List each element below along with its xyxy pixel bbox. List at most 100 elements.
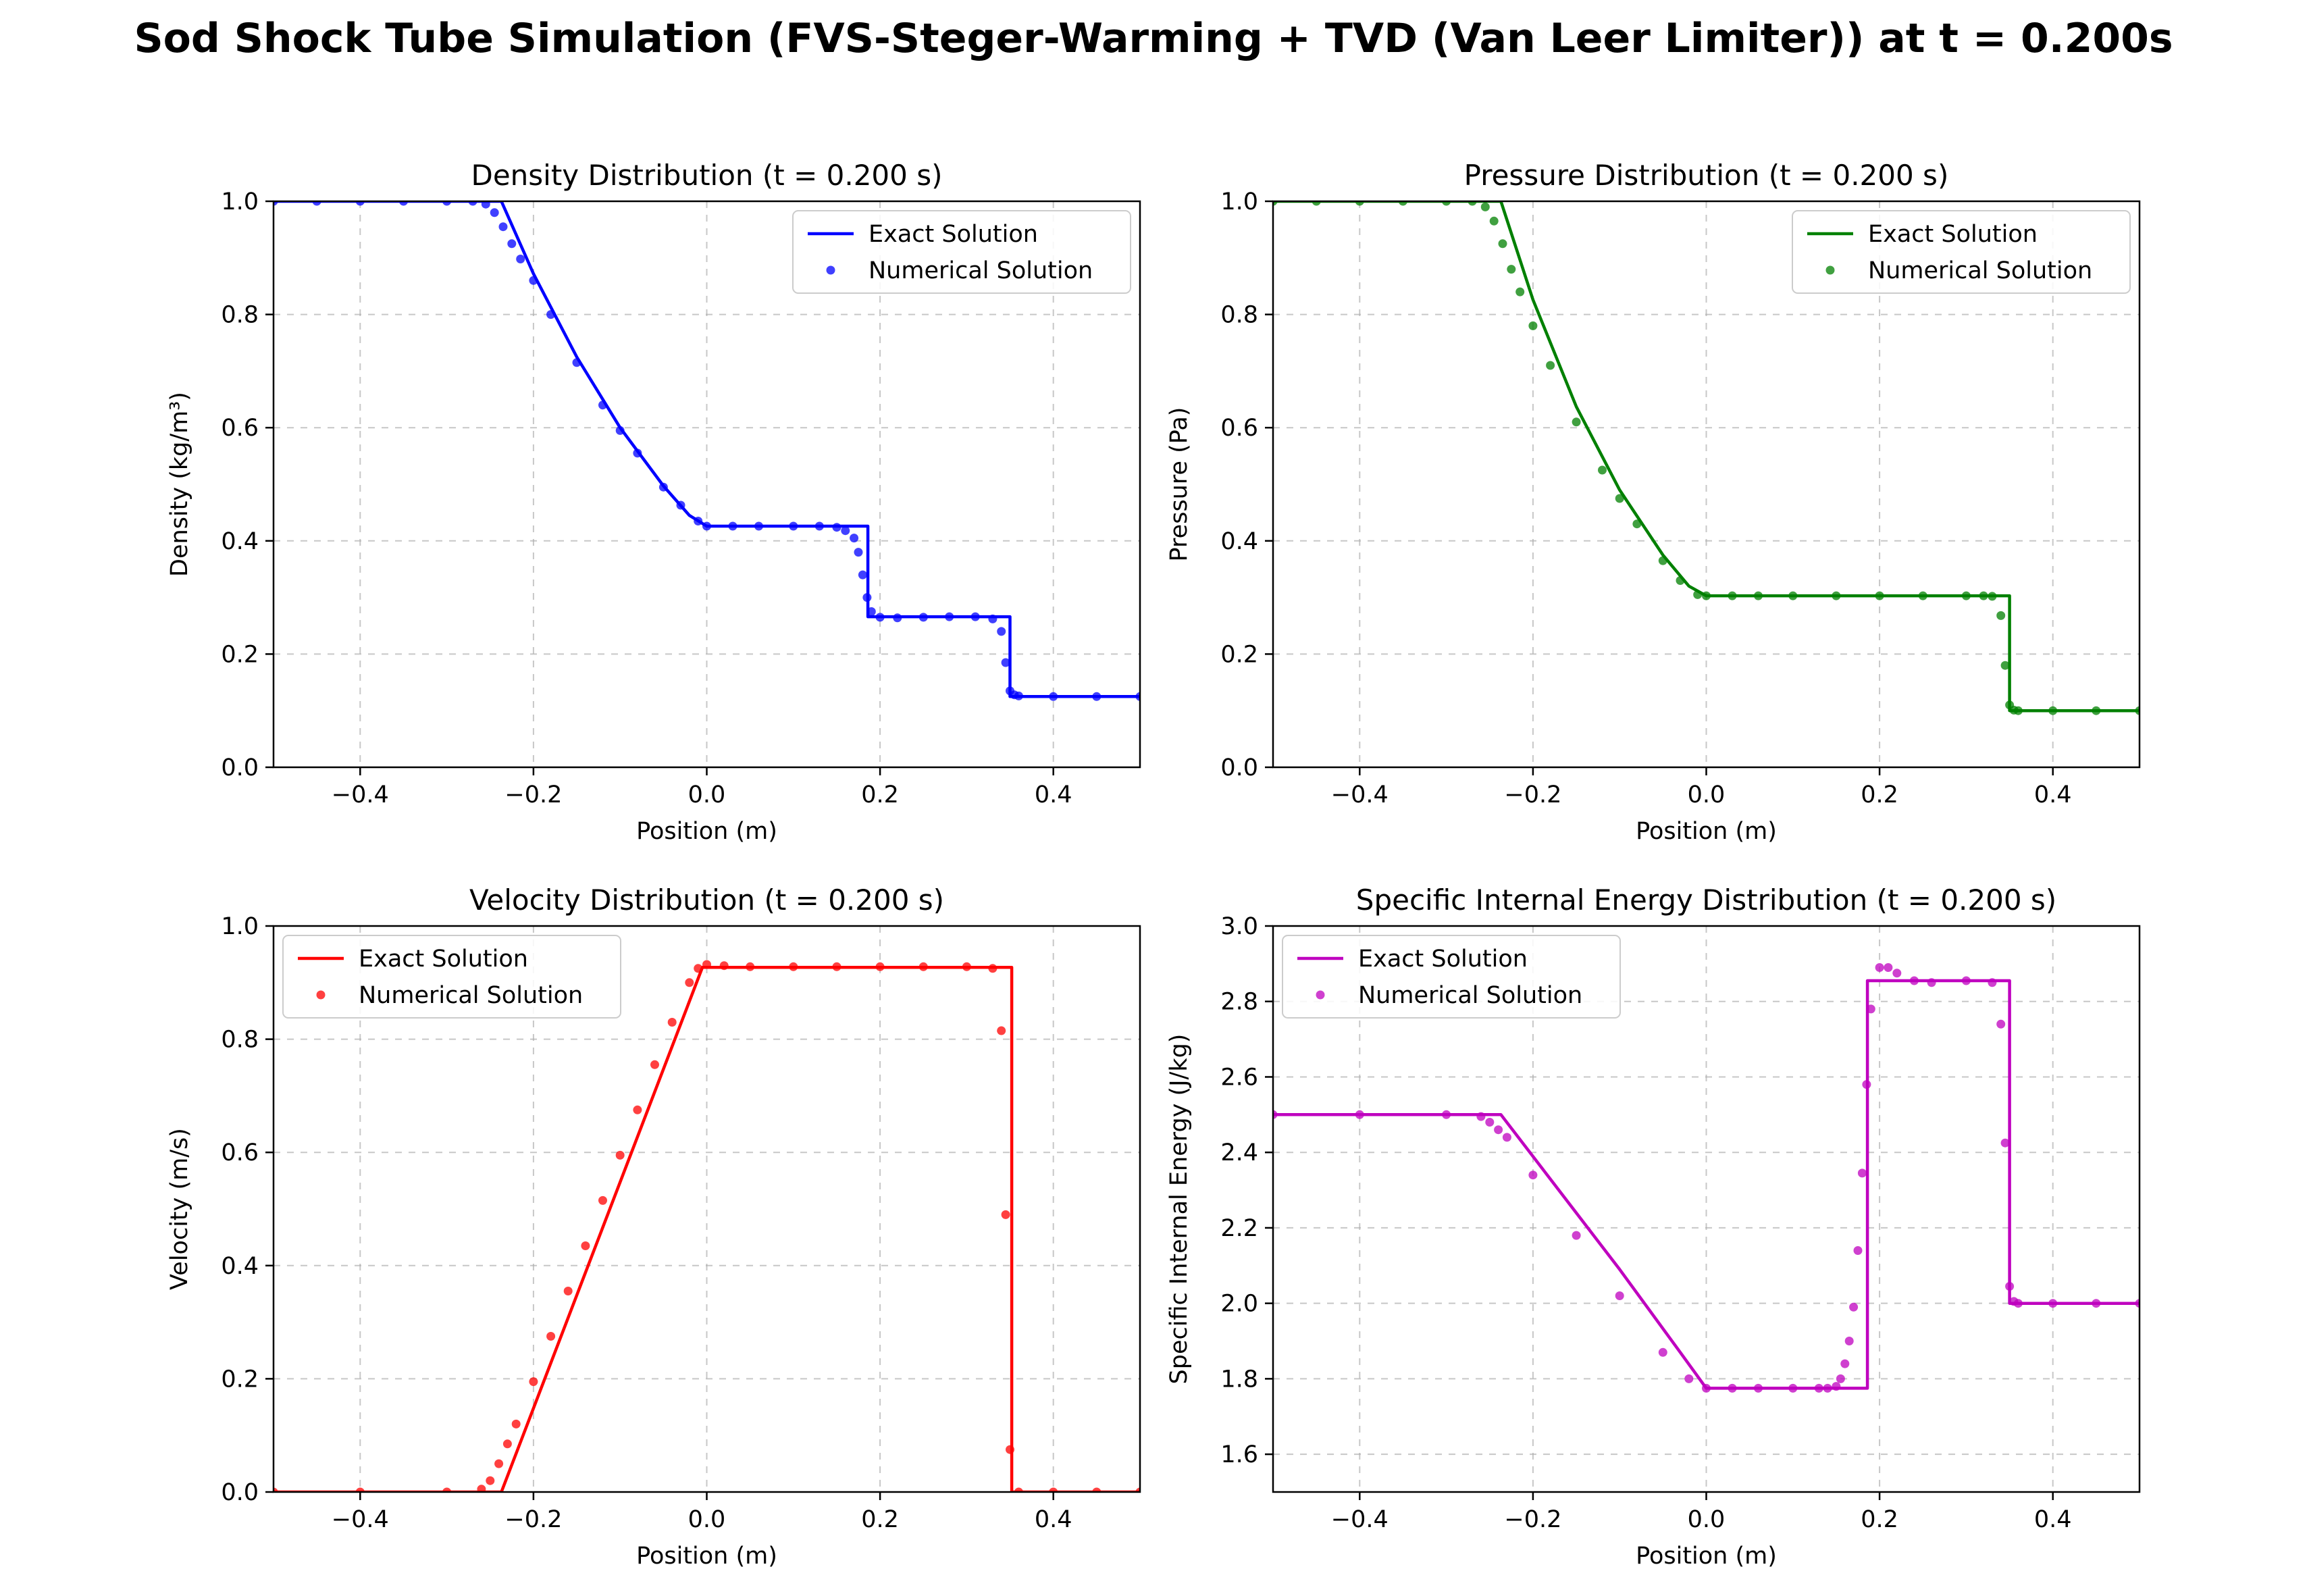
numerical-solution-point <box>442 1487 452 1492</box>
y-tick-label: 3.0 <box>1220 913 1258 940</box>
numerical-solution-point <box>1840 1359 1850 1368</box>
numerical-solution-point <box>988 964 997 973</box>
y-axis-label: Pressure (Pa) <box>1166 407 1193 562</box>
numerical-solution-point <box>598 401 607 410</box>
numerical-solution-point <box>997 627 1006 636</box>
y-tick-label: 0.0 <box>221 1479 259 1506</box>
x-tick-label: 0.4 <box>1035 1506 1072 1533</box>
numerical-solution-point <box>1355 1110 1364 1119</box>
x-tick-label: 0.4 <box>1035 781 1072 808</box>
x-tick-label: 0.4 <box>2034 781 2072 808</box>
numerical-solution-point <box>1485 1118 1495 1127</box>
x-axis-label: Position (m) <box>1636 1543 1777 1570</box>
numerical-solution-point <box>529 1377 538 1387</box>
numerical-solution-point <box>274 201 278 206</box>
numerical-solution-point <box>1866 1004 1875 1014</box>
numerical-solution-point <box>1927 978 1936 987</box>
numerical-solution-point <box>1014 1487 1023 1492</box>
numerical-solution-point <box>2013 1299 2023 1308</box>
numerical-solution-point <box>490 208 499 217</box>
numerical-solution-point <box>1832 1382 1841 1391</box>
numerical-solution-point <box>1135 1487 1140 1492</box>
numerical-solution-point <box>1849 1302 1859 1312</box>
numerical-solution-point <box>1918 591 1927 600</box>
numerical-solution-point <box>442 201 452 206</box>
numerical-solution-point <box>2048 706 2058 715</box>
x-tick-label: 0.0 <box>1688 1506 1726 1533</box>
velocity-chart: −0.4 −0.2 0.0 0.2 0.4 0.0 0.2 0.4 0.6 0.8 1.0 Veloc… <box>166 883 1141 1570</box>
numerical-solution-point <box>918 962 928 971</box>
exact-solution-line <box>1273 979 2140 1390</box>
figure-suptitle: Sod Shock Tube Simulation (FVS-Steger-Wa… <box>134 15 2173 62</box>
x-tick-label: 0.4 <box>2034 1506 2072 1533</box>
numerical-solution-point <box>988 614 997 623</box>
numerical-solution-point <box>1273 1110 1278 1119</box>
numerical-solution-point <box>1355 201 1364 206</box>
numerical-solution-point <box>355 201 365 206</box>
numerical-solution-point <box>858 570 867 580</box>
numerical-solution-point <box>1615 1291 1624 1300</box>
y-tick-label: 1.0 <box>1220 188 1258 215</box>
x-tick-label: −0.2 <box>1504 781 1561 808</box>
numerical-solution-point <box>1693 590 1703 599</box>
numerical-solution-point <box>1658 556 1667 565</box>
numerical-solution-point <box>702 960 711 969</box>
numerical-solution-point <box>1572 1231 1581 1240</box>
numerical-solution-point <box>1814 1383 1823 1393</box>
y-tick-label: 0.2 <box>221 641 259 668</box>
numerical-solution-point <box>312 201 321 206</box>
numerical-solution-point <box>1862 1080 1871 1089</box>
numerical-solution-point <box>1273 201 1278 206</box>
numerical-solution-point <box>507 239 517 249</box>
numerical-solution-point <box>1988 978 1997 987</box>
numerical-solution-point <box>728 521 737 531</box>
legend-box <box>1282 935 1621 1019</box>
plot-area <box>1273 201 2140 715</box>
y-tick-label: 2.2 <box>1220 1215 1258 1242</box>
numerical-solution-point <box>1507 265 1516 274</box>
numerical-solution-point <box>918 613 928 622</box>
x-axis-label: Position (m) <box>1636 818 1777 845</box>
legend-label: Exact Solution <box>869 221 1038 248</box>
legend: Exact Solution Numerical Solution <box>1792 210 2131 294</box>
numerical-solution-point <box>1832 591 1841 600</box>
x-tick-label: 0.2 <box>861 781 899 808</box>
legend-box <box>282 935 621 1019</box>
x-tick-label: 0.0 <box>688 1506 726 1533</box>
legend-label: Numerical Solution <box>1358 982 1582 1009</box>
x-tick-label: 0.0 <box>1688 781 1726 808</box>
numerical-solution-point <box>615 1150 625 1160</box>
numerical-solution-point <box>1996 1019 2006 1029</box>
numerical-solution-point <box>866 607 876 616</box>
x-tick-label: −0.4 <box>1331 781 1389 808</box>
numerical-solution-point <box>1754 591 1763 600</box>
x-tick-label: 0.2 <box>861 1506 899 1533</box>
legend-label: Numerical Solution <box>359 982 583 1009</box>
x-axis-label: Position (m) <box>636 818 777 845</box>
y-tick-label: 1.6 <box>1220 1441 1258 1468</box>
y-tick-label: 2.0 <box>1220 1291 1258 1318</box>
numerical-solution-point <box>832 523 841 532</box>
legend: Exact Solution Numerical Solution <box>792 210 1131 294</box>
numerical-solution-point <box>1014 691 1023 700</box>
x-axis-label: Position (m) <box>636 1543 777 1570</box>
y-axis-label: Density (kg/m³) <box>166 392 193 577</box>
y-tick-label: 0.4 <box>221 1253 259 1280</box>
numerical-solution-point <box>2092 1299 2101 1308</box>
numerical-solution-point <box>2135 1299 2140 1308</box>
y-tick-label: 0.8 <box>221 302 259 329</box>
numerical-solution-point <box>1823 1383 1832 1393</box>
numerical-solution-point <box>1979 591 1988 600</box>
y-tick-label: 1.0 <box>221 913 259 940</box>
numerical-solution-point <box>1494 1125 1503 1135</box>
y-tick-label: 0.2 <box>221 1366 259 1393</box>
y-tick-label: 0.4 <box>221 528 259 555</box>
numerical-solution-point <box>650 1060 659 1069</box>
numerical-solution-point <box>1515 287 1525 297</box>
numerical-solution-point <box>862 593 872 602</box>
numerical-solution-point <box>1961 591 1971 600</box>
y-tick-label: 2.6 <box>1220 1064 1258 1091</box>
numerical-solution-point <box>962 962 971 971</box>
numerical-solution-point <box>850 534 859 543</box>
